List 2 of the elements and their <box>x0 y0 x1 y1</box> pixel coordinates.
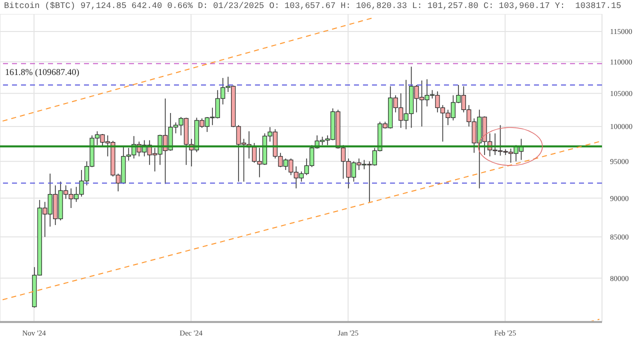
ref-line-label: 161.8% (109687.40) <box>5 67 80 78</box>
chart-title: Bitcoin ($BTC) 97,124.85 642.40 0.66% D: 01/23/2025 O: 103,657.67 H: 106,820.33 L: 101,257.80 C: 103,960.17 Y: 103817.15 <box>4 1 622 11</box>
